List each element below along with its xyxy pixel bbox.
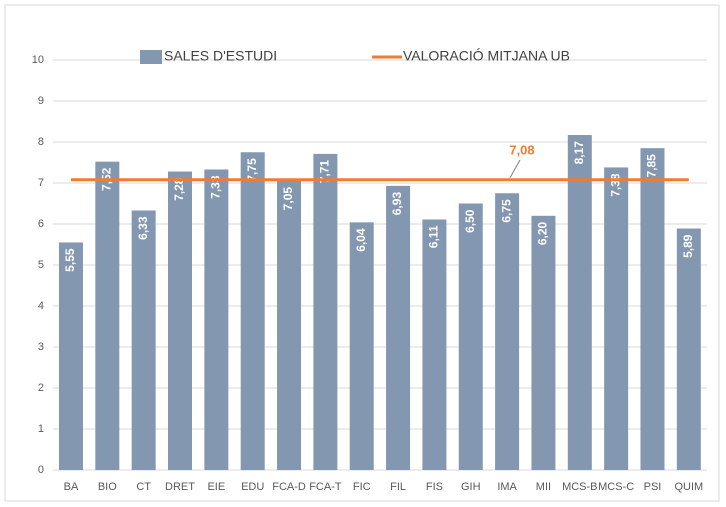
x-tick-label: QUIM (674, 481, 703, 493)
data-label: 6,04 (354, 228, 368, 252)
data-label: 7,38 (608, 173, 622, 197)
x-tick-label: PSI (644, 481, 662, 493)
y-tick-label: 1 (38, 423, 44, 435)
x-tick-label: EDU (241, 481, 264, 493)
bar (531, 215, 556, 470)
x-tick-label: FCA-D (272, 481, 306, 493)
x-tick-label: FIS (426, 481, 443, 493)
bar (676, 228, 701, 470)
x-tick-label: MII (536, 481, 551, 493)
x-tick-label: IMA (497, 481, 517, 493)
bar (422, 219, 447, 470)
bar (58, 242, 83, 470)
data-label: 5,55 (63, 248, 77, 272)
bar (131, 210, 156, 470)
legend-label: SALES D'ESTUDI (164, 48, 277, 64)
y-tick-label: 4 (38, 300, 44, 312)
bar (349, 222, 374, 470)
leader-line (509, 159, 521, 178)
x-tick-label: BIO (98, 481, 117, 493)
y-tick-label: 5 (38, 259, 44, 271)
data-label: 6,11 (427, 225, 441, 248)
data-label: 7,05 (281, 187, 295, 211)
legend-label: VALORACIÓ MITJANA UB (403, 48, 570, 64)
data-label: 7,75 (245, 158, 259, 182)
data-label: 5,89 (681, 234, 695, 258)
bar (640, 148, 665, 470)
data-label: 8,17 (572, 141, 586, 165)
x-tick-label: MCS-B (562, 481, 597, 493)
data-label: 6,75 (499, 199, 513, 223)
y-tick-label: 8 (38, 136, 44, 148)
data-label: 6,33 (136, 216, 150, 240)
bar (277, 180, 302, 470)
bar (604, 167, 629, 471)
data-label: 6,93 (390, 192, 404, 216)
x-tick-label: BA (64, 481, 79, 493)
data-label: 7,71 (318, 160, 332, 184)
x-tick-label: FCA-T (309, 481, 342, 493)
y-tick-label: 3 (38, 341, 44, 353)
data-label: 7,28 (172, 177, 186, 201)
y-tick-label: 10 (32, 54, 44, 66)
y-tick-label: 7 (38, 177, 44, 189)
x-tick-label: DRET (165, 481, 195, 493)
y-tick-label: 6 (38, 218, 44, 230)
bar (458, 203, 483, 470)
bar (567, 135, 592, 470)
x-tick-label: EIE (207, 481, 225, 493)
reference-label: 7,08 (509, 142, 534, 157)
x-tick-label: CT (136, 481, 151, 493)
data-label: 6,50 (463, 209, 477, 233)
bar (240, 152, 265, 470)
bar (204, 169, 229, 470)
legend-swatch (140, 50, 162, 64)
x-tick-label: GIH (461, 481, 481, 493)
bar (386, 185, 411, 470)
x-tick-label: FIL (390, 481, 406, 493)
bar (168, 171, 193, 470)
y-tick-label: 9 (38, 95, 44, 107)
y-tick-label: 0 (38, 464, 44, 476)
data-label: 7,85 (645, 154, 659, 178)
data-label: 6,20 (536, 221, 550, 245)
x-tick-label: MCS-C (598, 481, 634, 493)
bar (495, 193, 520, 470)
y-tick-label: 2 (38, 382, 44, 394)
bar (313, 153, 338, 470)
bar (95, 161, 120, 470)
x-tick-label: FIC (353, 481, 371, 493)
